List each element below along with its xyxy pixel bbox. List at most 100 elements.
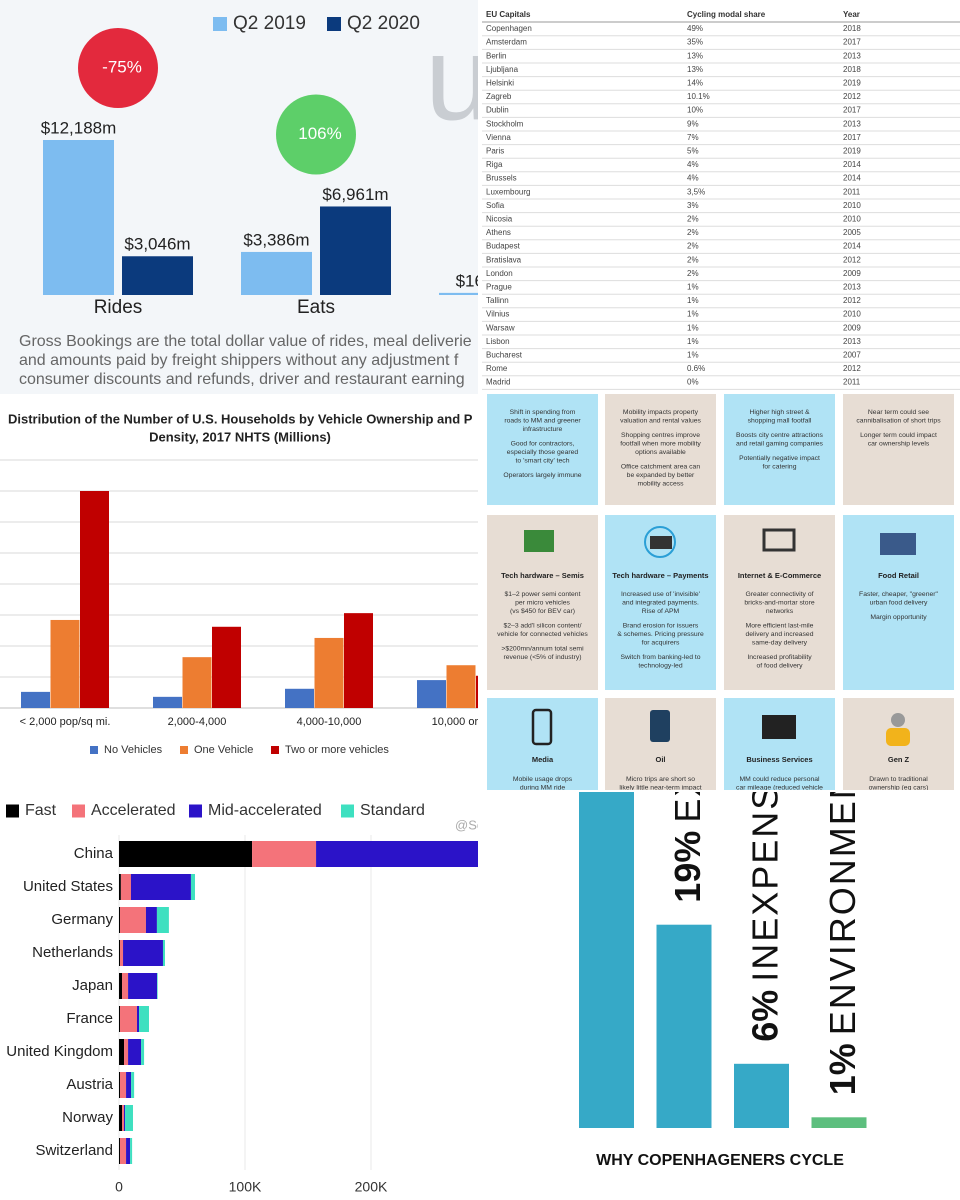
- x-tick-label: 2,000-4,000: [168, 716, 227, 728]
- bar: [153, 696, 182, 708]
- card-text: Longer term could impact: [860, 432, 937, 439]
- card-text: $2–3 add'l silicon content/: [503, 622, 581, 629]
- bar-label: 6% INEXPENSIV: [744, 746, 785, 1042]
- card-text: same-day delivery: [752, 639, 808, 646]
- icon-chip: [524, 530, 554, 552]
- table-cell: 0%: [687, 378, 699, 387]
- card: [843, 394, 954, 505]
- bar-segment: [124, 1105, 126, 1131]
- table-cell: Brussels: [486, 174, 517, 183]
- legend-swatch: [90, 746, 98, 754]
- table-cell: 2014: [843, 242, 861, 251]
- bar: [320, 206, 391, 295]
- table-cell: 2010: [843, 310, 861, 319]
- watermark: u: [425, 12, 492, 146]
- card-text: valuation and rental values: [620, 417, 701, 424]
- table-cell: 2012: [843, 364, 861, 373]
- table-cell: Bratislava: [486, 255, 522, 264]
- bar-label: 19% EX: [667, 771, 708, 903]
- card-text: & schemes. Pricing pressure: [617, 631, 704, 638]
- card-text: Brand erosion for issuers: [623, 622, 699, 629]
- icon-briefcase: [762, 715, 796, 739]
- card-text: Switch from banking-led to: [620, 654, 700, 661]
- bar-label: 1% ENVIRONMENT: [822, 747, 863, 1095]
- table-cell: Ljubljana: [486, 65, 519, 74]
- card-text: for acquirers: [642, 639, 680, 646]
- bar-segment: [145, 907, 157, 933]
- x-tick-label: 10,000 or m: [432, 716, 491, 728]
- bar-segment: [122, 973, 129, 999]
- y-tick-label: Netherlands: [32, 944, 113, 961]
- bar-segment: [119, 1105, 123, 1131]
- card: [487, 698, 598, 790]
- table-cell: Athens: [486, 228, 511, 237]
- table-cell: 2019: [843, 79, 861, 88]
- bar: [50, 619, 80, 708]
- y-tick-label: United States: [23, 878, 113, 895]
- bar-segment: [157, 973, 158, 999]
- card-text: Margin opportunity: [870, 614, 927, 621]
- table-cell: Lisbon: [486, 337, 510, 346]
- icon-person: [891, 713, 905, 727]
- card-text: ownership (eg cars): [869, 784, 929, 791]
- table-cell: Warsaw: [486, 323, 515, 332]
- card-text: Increased profitability: [747, 654, 812, 661]
- table-cell: Vienna: [486, 133, 511, 142]
- bar: [21, 691, 50, 708]
- table-cell: Paris: [486, 147, 504, 156]
- bar-segment: [120, 907, 146, 933]
- bar: [446, 665, 476, 708]
- table-cell: 2009: [843, 323, 861, 332]
- card-text: to 'smart city' tech: [516, 457, 570, 464]
- card-title: Gen Z: [888, 755, 910, 764]
- table-cell: Helsinki: [486, 79, 514, 88]
- y-tick-label: Germany: [51, 911, 113, 928]
- card-text: footfall when more mobility: [620, 440, 701, 447]
- table-cell: Madrid: [486, 378, 510, 387]
- card-text: More efficient last-mile: [746, 622, 814, 629]
- table-cell: 1%: [687, 351, 699, 360]
- card-text: of food delivery: [756, 662, 803, 669]
- table-cell: 2017: [843, 38, 861, 47]
- table-cell: 2%: [687, 215, 699, 224]
- bar: [122, 256, 193, 295]
- card-text: urban food delivery: [870, 599, 928, 606]
- category-label: INEXPENSIV: [744, 746, 785, 982]
- note-line: consumer discounts and refunds, driver a…: [19, 371, 465, 388]
- table-cell: 2%: [687, 255, 699, 264]
- bar-segment: [141, 1039, 145, 1065]
- table-cell: 7%: [687, 133, 699, 142]
- bar-segment: [130, 874, 191, 900]
- table-cell: 2011: [843, 187, 861, 196]
- annotation-badge: [276, 94, 356, 175]
- table-cell: 1%: [687, 283, 699, 292]
- y-tick-label: China: [74, 845, 114, 862]
- card-text: be expanded by better: [627, 472, 695, 479]
- bar-segment: [137, 1006, 140, 1032]
- bar: [476, 675, 478, 708]
- x-tick-label: Rides: [94, 297, 143, 318]
- card-text: MM could reduce personal: [739, 776, 820, 783]
- data-label: $3,046m: [124, 235, 190, 254]
- bar-segment: [119, 1072, 121, 1098]
- table-cell: 2017: [843, 133, 861, 142]
- table-cell: 1%: [687, 310, 699, 319]
- bar: [285, 688, 314, 708]
- bar-segment: [316, 841, 478, 867]
- card-text: especially those geared: [507, 449, 579, 456]
- bar-segment: [119, 1006, 121, 1032]
- y-tick-label: Japan: [72, 977, 113, 994]
- table-cell: 2013: [843, 51, 861, 60]
- table-cell: 2010: [843, 201, 861, 210]
- bar-segment: [190, 874, 195, 900]
- panel-background: [0, 398, 478, 768]
- bar-segment: [122, 1105, 125, 1131]
- card-text: Greater connectivity of: [746, 591, 814, 598]
- table-cell: Vilnius: [486, 310, 509, 319]
- panel-background: [482, 792, 960, 1200]
- legend-label: No Vehicles: [104, 744, 163, 756]
- card-text: Mobility impacts property: [623, 409, 699, 416]
- table-cell: 3%: [687, 201, 699, 210]
- data-label: 1%: [822, 1043, 863, 1095]
- table-cell: 2014: [843, 174, 861, 183]
